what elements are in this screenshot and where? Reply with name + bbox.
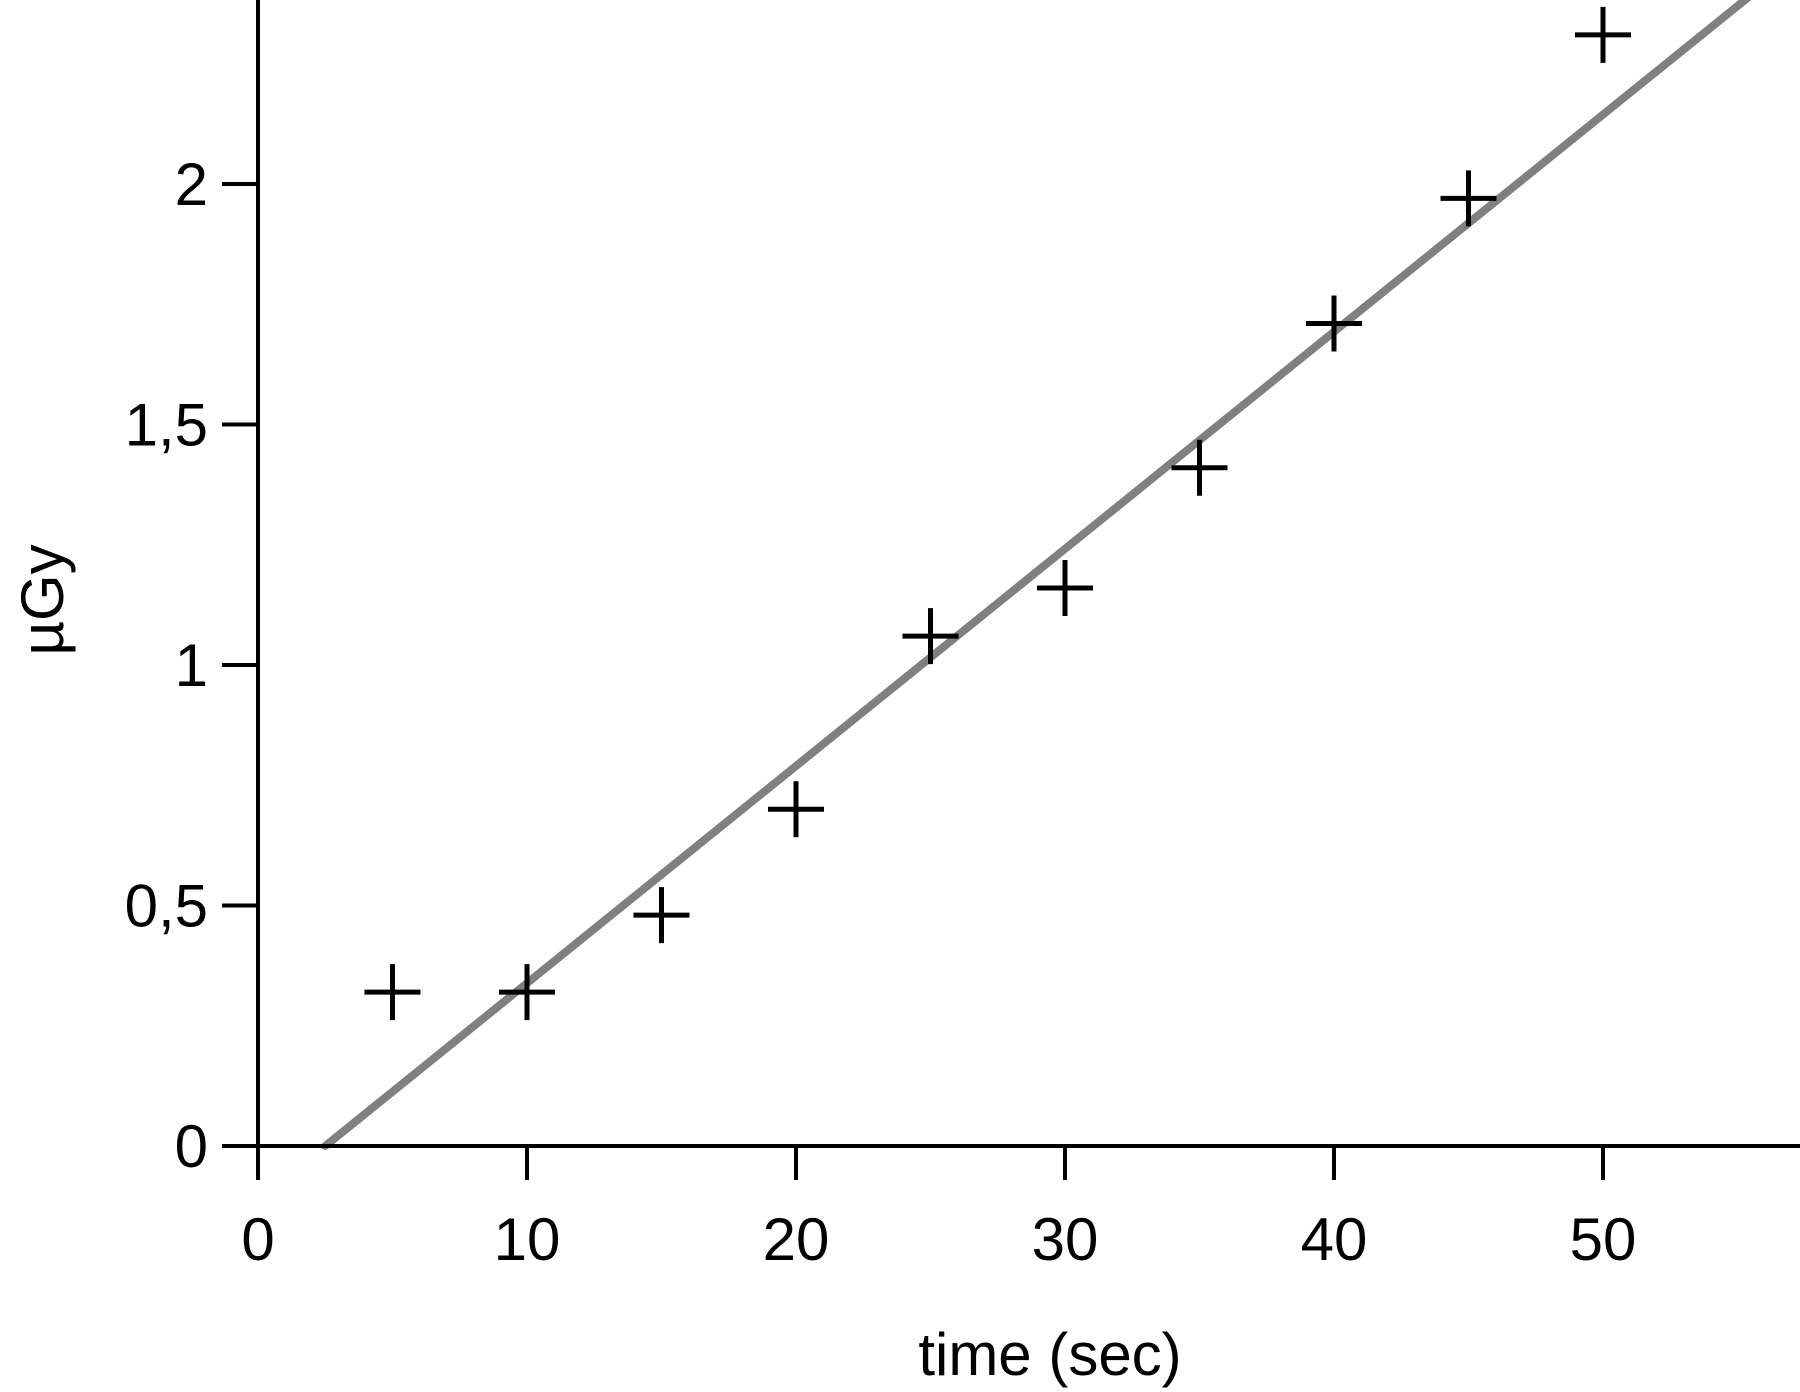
y-tick-label: 0	[175, 1113, 208, 1180]
data-point	[1575, 6, 1631, 63]
fit-line-layer	[321, 0, 1752, 1150]
x-axis-title: time (sec)	[918, 1321, 1181, 1388]
y-tick-label: 2	[175, 151, 208, 218]
data-point	[1306, 295, 1362, 352]
y-axis-title: µGy	[9, 544, 76, 655]
y-tick-label: 1,5	[125, 392, 208, 459]
x-tick-label: 10	[494, 1206, 561, 1273]
data-point	[364, 964, 421, 1021]
data-point	[768, 781, 824, 838]
data-points	[364, 6, 1631, 1021]
x-tick-label: 40	[1301, 1206, 1368, 1273]
data-point	[902, 608, 959, 665]
data-point	[499, 964, 555, 1021]
y-tick-label: 1	[175, 632, 208, 699]
data-point	[1037, 560, 1093, 617]
data-point	[1440, 170, 1497, 227]
fit-line	[321, 0, 1752, 1150]
x-tick-label: 20	[763, 1206, 830, 1273]
axes	[256, 0, 1800, 1148]
x-tick-label: 50	[1570, 1206, 1637, 1273]
data-point	[633, 887, 690, 944]
data-point	[1171, 439, 1228, 496]
y-ticks: 0 0,5 1 1,5 2	[125, 151, 258, 1180]
y-tick-label: 0,5	[125, 873, 208, 940]
x-tick-label: 30	[1032, 1206, 1099, 1273]
x-ticks: 0 10 20 30 40 50	[241, 1146, 1636, 1273]
x-tick-label: 0	[241, 1206, 274, 1273]
